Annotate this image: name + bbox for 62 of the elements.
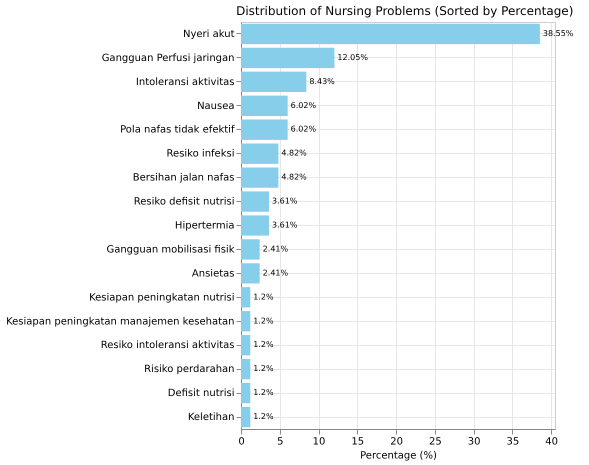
y-tick-label: Risiko perdarahan (144, 364, 234, 376)
x-tick-label: 35 (506, 436, 520, 448)
y-tick-label: Nausea (197, 100, 234, 112)
data-label: 38.55% (542, 28, 574, 38)
data-label: 12.05% (337, 52, 368, 62)
bar (241, 358, 250, 380)
bar (241, 335, 250, 356)
y-tick-label: Resiko defisit nutrisi (134, 196, 234, 208)
data-label: 8.43% (309, 76, 336, 86)
y-tick-label: Resiko infeksi (166, 148, 234, 160)
bar (241, 24, 540, 44)
bar (241, 72, 306, 92)
data-label: 2.41% (262, 268, 288, 278)
y-tick-label: Pola nafas tidak efektif (120, 124, 235, 136)
y-tick-label: Kesiapan peningkatan manajemen kesehatan (6, 316, 234, 328)
x-tick-label: 10 (312, 436, 326, 448)
x-tick-label: 25 (428, 436, 442, 448)
bar (241, 382, 250, 404)
y-tick-label: Bersihan jalan nafas (132, 172, 234, 184)
y-tick-label: Intoleransi aktivitas (136, 76, 234, 88)
x-tick-label: 20 (390, 436, 403, 448)
data-label: 2.41% (262, 244, 288, 254)
data-label: 3.61% (272, 220, 298, 230)
chart-title: Distribution of Nursing Problems (Sorted by Percentage) (236, 4, 574, 18)
data-label: 1.2% (253, 292, 274, 302)
y-tick-label: Kesiapan peningkatan nutrisi (89, 292, 234, 304)
bar (241, 287, 250, 308)
data-label: 1.2% (253, 364, 274, 374)
data-label: 1.2% (253, 316, 274, 326)
bar (241, 263, 260, 284)
data-label: 1.2% (253, 388, 274, 398)
y-tick-label: Keletihan (188, 412, 234, 424)
x-tick-label: 15 (351, 436, 364, 448)
y-tick-label: Defisit nutrisi (168, 388, 234, 400)
data-label: 1.2% (253, 412, 274, 422)
bar (241, 167, 278, 188)
y-tick-label: Hipertermia (174, 220, 234, 232)
y-tick-label: Ansietas (192, 268, 234, 280)
y-tick-label: Gangguan mobilisasi fisik (106, 244, 235, 256)
data-label: 4.82% (281, 172, 308, 182)
data-label: 1.2% (253, 340, 274, 350)
bar (241, 144, 278, 164)
y-tick-label: Gangguan Perfusi jaringan (102, 52, 234, 64)
x-tick-label: 5 (277, 436, 284, 448)
bar (241, 215, 269, 236)
x-axis-title: Percentage (%) (360, 450, 437, 462)
bar (241, 48, 334, 68)
y-tick-label: Resiko intoleransi aktivitas (100, 340, 234, 352)
bar (241, 120, 288, 140)
data-label: 4.82% (281, 148, 308, 158)
data-label: 6.02% (290, 100, 316, 110)
data-label: 6.02% (290, 124, 316, 134)
bar (241, 406, 250, 428)
bar (241, 311, 250, 332)
bar (241, 96, 288, 116)
y-tick-label: Nyeri akut (183, 28, 235, 40)
data-label: 3.61% (272, 196, 298, 206)
bar (241, 239, 260, 260)
x-tick-label: 30 (468, 436, 480, 448)
x-tick-label: 0 (238, 436, 245, 448)
x-tick-label: 40 (545, 436, 558, 448)
bar (241, 191, 269, 212)
